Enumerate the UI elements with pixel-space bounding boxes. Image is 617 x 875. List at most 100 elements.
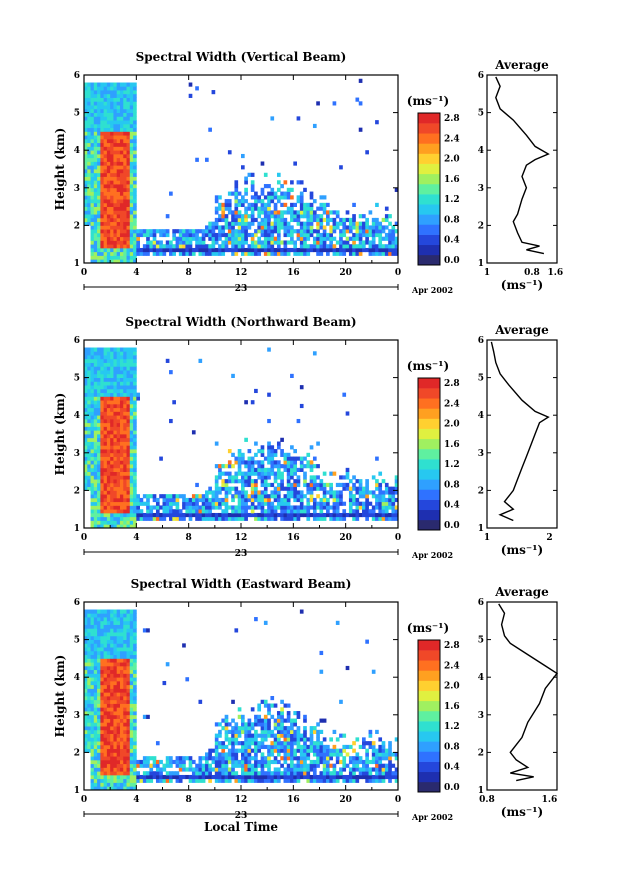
heatmap-cell xyxy=(273,464,278,469)
heatmap-cell xyxy=(100,415,105,420)
heatmap-cell xyxy=(241,482,245,488)
heatmap-cell xyxy=(191,232,196,238)
heatmap-cell xyxy=(87,680,91,686)
heatmap-cell xyxy=(93,437,98,442)
heatmap-cell xyxy=(257,718,262,723)
heatmap-cell xyxy=(254,467,258,472)
heatmap-cell xyxy=(90,692,95,697)
heatmap-cell xyxy=(322,202,327,207)
heatmap-cell xyxy=(299,202,304,207)
heatmap-cell xyxy=(126,729,131,734)
heatmap-cell xyxy=(303,505,307,510)
heatmap-cell xyxy=(283,516,288,521)
heatmap-cell xyxy=(309,206,314,211)
heatmap-cell xyxy=(113,169,118,174)
heatmap-cell xyxy=(263,759,268,765)
heatmap-cell xyxy=(260,449,265,454)
heatmap-cell xyxy=(371,774,376,780)
heatmap-cell xyxy=(106,665,111,671)
heatmap-cell xyxy=(126,146,131,151)
heatmap-cell xyxy=(188,509,193,514)
heatmap-cell xyxy=(306,516,311,521)
heatmap-cell xyxy=(93,351,98,356)
heatmap-cell xyxy=(100,221,105,226)
heatmap-cell xyxy=(129,688,134,693)
heatmap-cell xyxy=(276,722,281,727)
heatmap-cell xyxy=(93,620,98,625)
heatmap-cell xyxy=(87,101,91,106)
heatmap-cell xyxy=(129,120,134,125)
heatmap-cell xyxy=(84,437,88,442)
heatmap-cell xyxy=(286,486,291,491)
heatmap-cell xyxy=(205,763,209,768)
heatmap-cell xyxy=(237,512,242,518)
heatmap-cell xyxy=(224,744,229,750)
heatmap-cell xyxy=(244,482,248,488)
heatmap-cell xyxy=(119,236,124,241)
heatmap-cell xyxy=(119,161,124,166)
heatmap-cell xyxy=(332,247,337,253)
heatmap-cell xyxy=(182,774,186,780)
heatmap-cell xyxy=(87,355,91,360)
heatmap-cell xyxy=(185,244,190,249)
heatmap-cell xyxy=(247,172,252,177)
heatmap-cell xyxy=(296,229,301,234)
heatmap-cell xyxy=(227,756,232,761)
heatmap-cell xyxy=(296,512,301,518)
heatmap-cell xyxy=(113,441,118,446)
heatmap-cell xyxy=(332,516,337,521)
heatmap-cell xyxy=(290,214,294,219)
heatmap-cell xyxy=(100,157,105,162)
heatmap-cell xyxy=(119,774,124,780)
heatmap-cell xyxy=(345,240,350,245)
heatmap-cell xyxy=(231,516,235,521)
heatmap-cell xyxy=(133,396,137,401)
heatmap-cell xyxy=(345,225,350,230)
heatmap-cell xyxy=(136,771,140,776)
heatmap-cell xyxy=(303,767,307,772)
heatmap-cell xyxy=(106,509,111,514)
heatmap-cell xyxy=(126,407,131,412)
heatmap-cell xyxy=(224,240,229,245)
heatmap-cell xyxy=(106,210,111,215)
heatmap-cell xyxy=(116,214,121,219)
heatmap-cell xyxy=(119,358,124,363)
heatmap-cell xyxy=(322,718,327,723)
heatmap-cell xyxy=(162,251,167,256)
heatmap-cell xyxy=(84,445,88,450)
heatmap-cell xyxy=(126,347,131,352)
heatmap-cell xyxy=(129,434,134,439)
heatmap-cell xyxy=(87,93,91,98)
heatmap-cell xyxy=(286,251,291,256)
colorbar-segment xyxy=(418,133,440,144)
heatmap-cell xyxy=(172,244,176,249)
heatmap-cell xyxy=(116,366,121,371)
heatmap-cell xyxy=(119,366,124,371)
heatmap-cell xyxy=(195,236,199,241)
heatmap-cell xyxy=(381,490,386,495)
heatmap-cell xyxy=(270,232,275,238)
heatmap-cell xyxy=(247,741,252,746)
heatmap-cell xyxy=(97,101,101,106)
heatmap-cell xyxy=(319,251,324,256)
heatmap-cell xyxy=(296,482,301,488)
heatmap-cell xyxy=(146,236,150,241)
heatmap-cell xyxy=(90,142,95,147)
heatmap-cell xyxy=(90,437,95,442)
heatmap-cell xyxy=(237,479,242,484)
heatmap-cell xyxy=(191,247,196,253)
heatmap-cell xyxy=(126,214,131,219)
heatmap-cell xyxy=(87,187,91,192)
heatmap-cell xyxy=(303,214,307,219)
heatmap-cell xyxy=(231,221,235,226)
heatmap-cell xyxy=(139,251,144,256)
heatmap-cell xyxy=(129,351,134,356)
heatmap-cell xyxy=(178,774,183,780)
heatmap-cell xyxy=(172,251,176,256)
heatmap-cell xyxy=(119,217,124,223)
heatmap-cell xyxy=(244,437,248,442)
heatmap-cell xyxy=(155,741,160,746)
heatmap-cell xyxy=(97,441,101,446)
heatmap-cell xyxy=(87,737,91,742)
heatmap-cell xyxy=(290,512,294,518)
